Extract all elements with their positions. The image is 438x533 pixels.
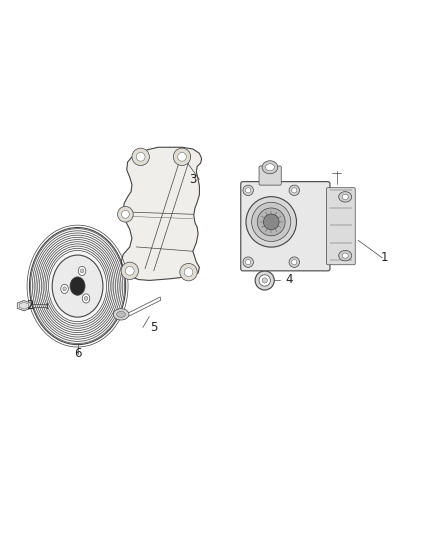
Ellipse shape <box>339 251 352 261</box>
Ellipse shape <box>121 262 138 279</box>
Ellipse shape <box>117 311 125 318</box>
Text: 6: 6 <box>74 347 81 360</box>
Ellipse shape <box>173 148 191 166</box>
FancyBboxPatch shape <box>241 182 330 271</box>
Ellipse shape <box>255 271 274 290</box>
Polygon shape <box>121 147 201 280</box>
Ellipse shape <box>31 229 124 344</box>
Ellipse shape <box>342 253 348 258</box>
Ellipse shape <box>81 269 84 273</box>
Ellipse shape <box>178 152 186 161</box>
Ellipse shape <box>252 203 291 241</box>
Ellipse shape <box>121 211 129 218</box>
Ellipse shape <box>342 194 348 199</box>
Text: 4: 4 <box>285 273 293 286</box>
Ellipse shape <box>125 266 134 275</box>
Ellipse shape <box>70 277 85 295</box>
Ellipse shape <box>63 287 66 291</box>
Ellipse shape <box>52 255 103 317</box>
Ellipse shape <box>339 192 352 202</box>
Text: 1: 1 <box>381 251 388 264</box>
Ellipse shape <box>289 185 300 196</box>
Ellipse shape <box>243 257 253 268</box>
Ellipse shape <box>262 278 267 283</box>
Text: 2: 2 <box>26 299 33 312</box>
Ellipse shape <box>246 197 297 247</box>
Ellipse shape <box>85 296 88 301</box>
Ellipse shape <box>180 263 197 281</box>
Ellipse shape <box>113 309 129 320</box>
Ellipse shape <box>78 266 86 276</box>
Ellipse shape <box>265 164 274 171</box>
FancyBboxPatch shape <box>259 166 281 185</box>
FancyBboxPatch shape <box>326 188 355 265</box>
Ellipse shape <box>117 206 133 222</box>
Ellipse shape <box>263 214 279 230</box>
Ellipse shape <box>132 148 149 166</box>
Ellipse shape <box>289 257 300 268</box>
Text: 3: 3 <box>189 173 197 186</box>
Ellipse shape <box>246 260 251 265</box>
Polygon shape <box>17 301 31 311</box>
Ellipse shape <box>61 284 68 294</box>
Ellipse shape <box>257 208 285 236</box>
Ellipse shape <box>184 268 193 277</box>
Ellipse shape <box>262 161 278 174</box>
Ellipse shape <box>259 275 270 286</box>
Text: 5: 5 <box>150 321 157 334</box>
Ellipse shape <box>82 294 90 303</box>
Ellipse shape <box>246 188 251 193</box>
Ellipse shape <box>292 188 297 193</box>
Ellipse shape <box>136 152 145 161</box>
Ellipse shape <box>292 260 297 265</box>
Ellipse shape <box>243 185 253 196</box>
